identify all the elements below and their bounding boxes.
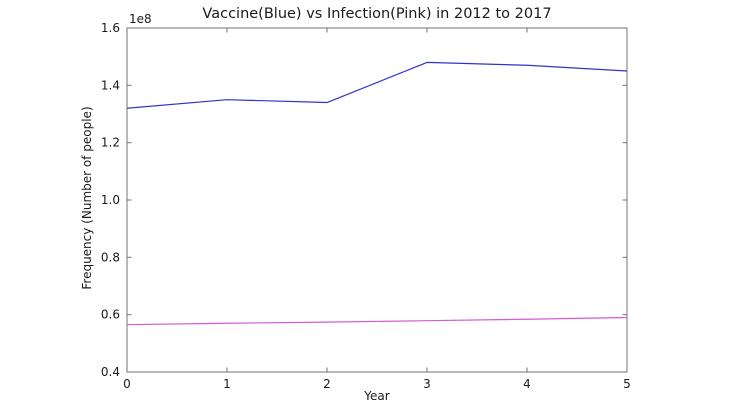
y-tick-label: 0.8: [101, 250, 120, 264]
chart-title: Vaccine(Blue) vs Infection(Pink) in 2012…: [202, 6, 552, 22]
y-tick-label: 1.6: [101, 21, 120, 35]
x-tick-label: 1: [223, 377, 231, 391]
x-tick-label: 3: [423, 377, 431, 391]
x-tick-label: 2: [323, 377, 331, 391]
y-tick-label: 0.4: [101, 365, 120, 379]
x-tick-label: 0: [123, 377, 131, 391]
x-tick-label: 5: [623, 377, 631, 391]
y-tick-label: 1.4: [101, 78, 120, 92]
y-tick-label: 1.0: [101, 193, 120, 207]
axes-frame: [126, 27, 628, 373]
y-tick-label: 0.6: [101, 308, 120, 322]
y-axis-offset-label: 1e8: [129, 12, 152, 26]
series-line-pink: [126, 316, 628, 326]
series-line-blue: [126, 61, 628, 109]
y-tick-label: 1.2: [101, 136, 120, 150]
x-tick-label: 4: [523, 377, 531, 391]
x-axis-label: Year: [364, 389, 390, 403]
